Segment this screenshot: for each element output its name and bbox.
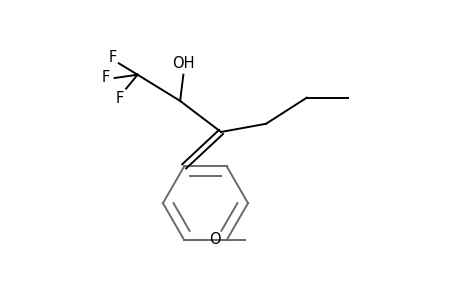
Text: OH: OH	[172, 56, 194, 71]
Text: F: F	[109, 50, 117, 65]
Text: F: F	[101, 70, 110, 86]
Text: O: O	[208, 232, 220, 247]
Text: F: F	[115, 91, 123, 106]
